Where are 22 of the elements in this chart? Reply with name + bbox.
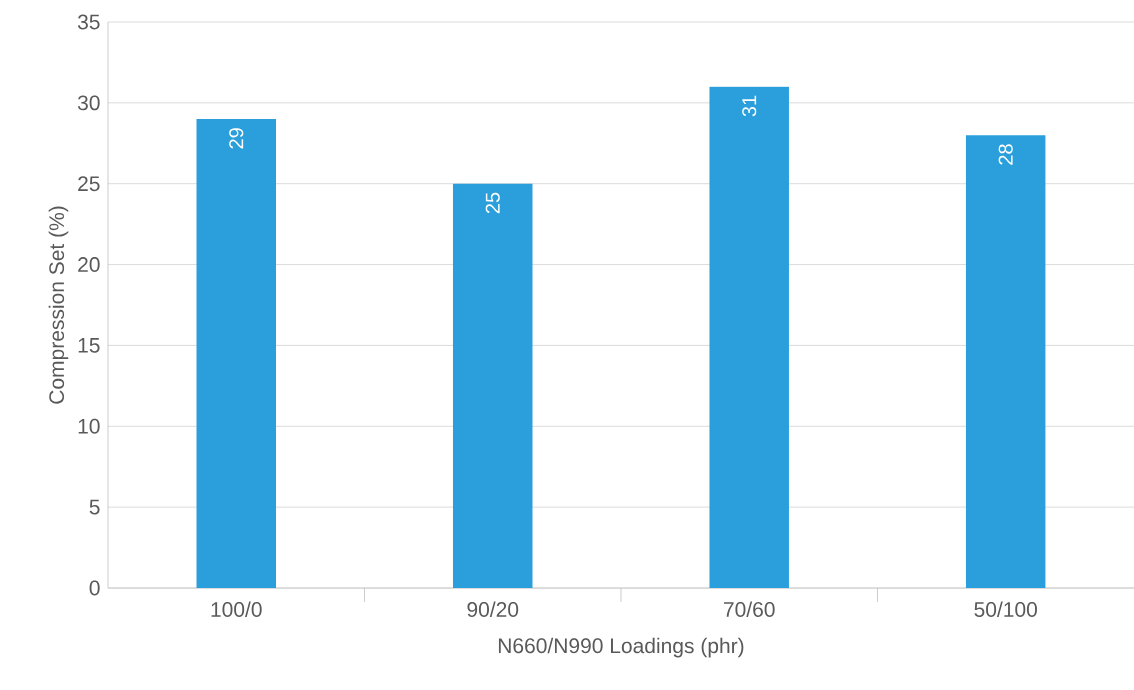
data-label: 28 [998, 144, 1013, 165]
y-tick-label: 25 [78, 176, 100, 192]
bar [709, 86, 789, 588]
bar [196, 119, 277, 588]
y-tick-label: 10 [78, 418, 100, 434]
data-label: 25 [485, 192, 500, 214]
x-axis-title: N660/N990 Loadings (phr) [498, 637, 744, 658]
y-axis-title: Compression Set (%) [48, 206, 69, 404]
y-tick-label: 5 [89, 499, 100, 515]
x-tick-label: 70/60 [724, 601, 775, 617]
x-tick-label: 50/100 [974, 601, 1037, 617]
x-tick-label: 100/0 [211, 601, 262, 617]
bar [965, 135, 1046, 588]
bar [452, 183, 533, 588]
data-label: 31 [742, 95, 757, 117]
y-tick-label: 0 [89, 580, 100, 596]
y-tick-label: 30 [77, 95, 100, 111]
y-tick-label: 20 [78, 257, 100, 272]
x-tick-label: 90/20 [467, 601, 519, 617]
y-tick-label: 35 [77, 14, 100, 30]
y-tick-label: 15 [78, 338, 100, 353]
data-label: 29 [229, 128, 244, 149]
